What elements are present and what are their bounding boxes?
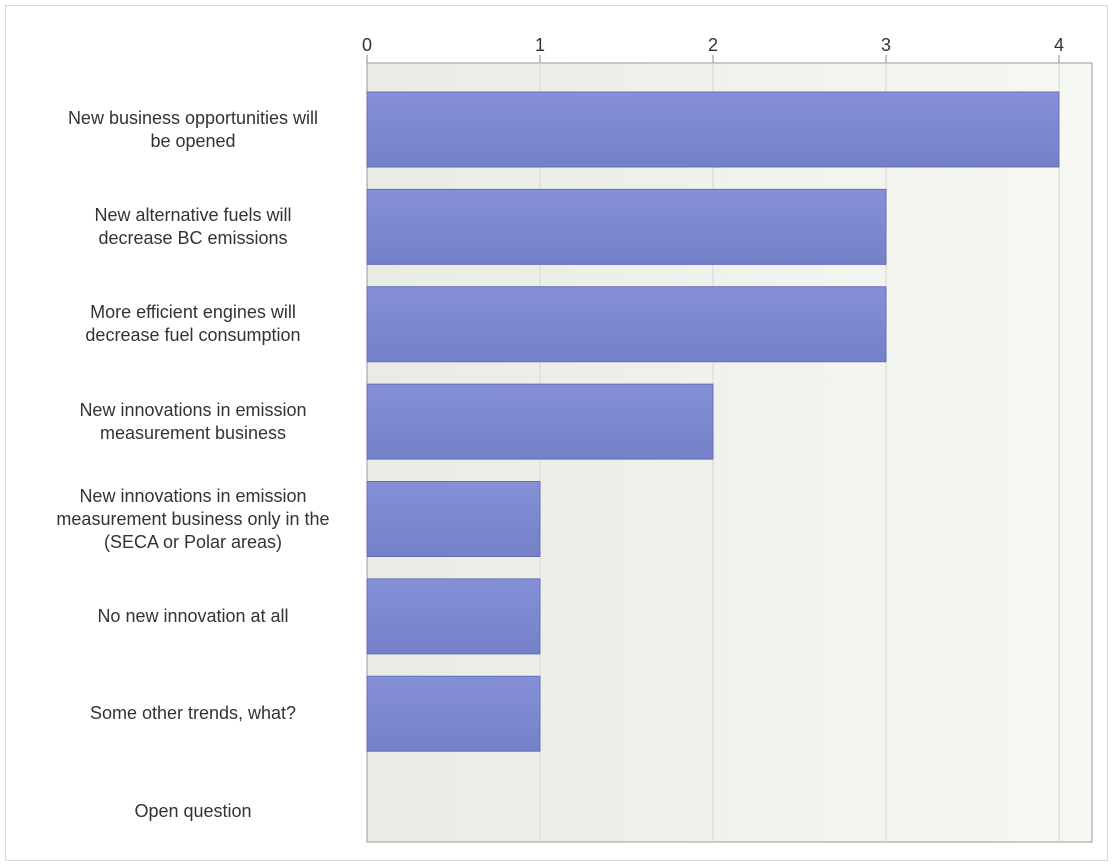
bar-7	[366, 675, 541, 752]
category-label-line: New innovations in emission	[79, 485, 307, 506]
category-label-1: New business opportunities will be opened	[28, 107, 358, 153]
category-label-line: New alternative fuels will	[94, 204, 292, 225]
category-label-line: New business opportunities will	[67, 107, 319, 128]
tick-label-3: 3	[881, 35, 891, 55]
tick-label-2: 2	[708, 35, 718, 55]
category-label-7: Some other trends, what?	[28, 702, 358, 725]
category-label-line: Some other trends, what?	[89, 703, 297, 724]
bar-4	[366, 383, 714, 460]
category-label-8: Open question	[28, 800, 358, 823]
category-label-line: More efficient engines will	[90, 302, 296, 323]
category-label-line: decrease BC emissions	[98, 227, 288, 248]
bar-6	[366, 578, 541, 655]
bar-3	[366, 286, 887, 363]
category-label-line: New innovations in emission	[79, 399, 307, 420]
bar-2	[366, 188, 887, 265]
category-label-4: New innovations in emission measurement b…	[28, 399, 358, 445]
category-label-line: Open question	[134, 800, 252, 821]
category-label-2: New alternative fuels will decrease BC em…	[28, 204, 358, 250]
category-label-line: No new innovation at all	[97, 605, 289, 626]
category-label-line: measurement business	[99, 422, 287, 443]
category-label-6: No new innovation at all	[28, 605, 358, 628]
category-label-line: measurement business only in the	[56, 508, 330, 529]
category-label-line: decrease fuel consumption	[85, 325, 301, 346]
bar-5	[366, 481, 541, 557]
category-label-3: More efficient engines will decrease fuel…	[28, 301, 358, 347]
bar-1	[366, 91, 1060, 168]
category-label-line: (SECA or Polar areas)	[103, 531, 283, 552]
tick-label-1: 1	[535, 35, 545, 55]
category-label-line: be opened	[150, 130, 236, 151]
category-label-5: New innovations in emission measurement b…	[28, 485, 358, 554]
tick-label-4: 4	[1054, 35, 1064, 55]
x-axis-ticks: 0 1 2 3 4	[362, 35, 1064, 63]
bars	[366, 91, 1060, 752]
tick-label-0: 0	[362, 35, 372, 55]
